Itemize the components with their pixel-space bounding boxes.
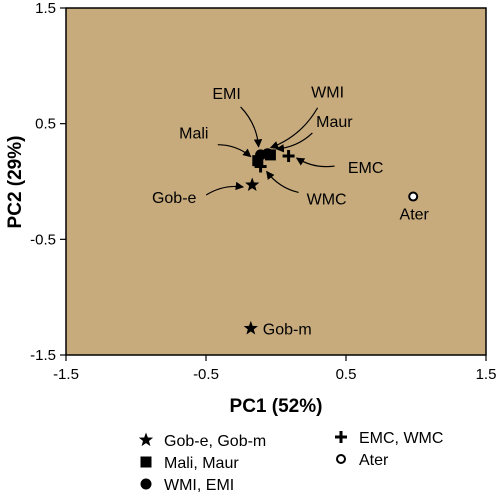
y-tick-label: 1.5	[35, 0, 56, 17]
x-tick-label: -0.5	[193, 366, 219, 383]
arrow-mali	[217, 144, 252, 158]
legend: Gob-e, Gob-m Mali, Maur WMI, EMI EMC, WMC At…	[138, 430, 443, 494]
x-tick-label: -1.5	[53, 366, 79, 383]
legend-label: Mali, Maur	[164, 455, 239, 472]
legend-marker-star	[138, 432, 154, 447]
x-tick-label: 0.5	[336, 366, 357, 383]
point-ater	[408, 191, 419, 202]
y-tick-label: 0.5	[35, 116, 56, 133]
legend-label: Gob-e, Gob-m	[164, 433, 266, 450]
arrow-emi	[240, 106, 263, 148]
point-label-gob-m: Gob-m	[263, 321, 312, 338]
point-label-maur: Maur	[316, 114, 353, 131]
legend-marker-circle	[140, 478, 152, 490]
arrow-wmi	[269, 107, 319, 150]
x-tick-label: 1.5	[476, 366, 497, 383]
x-axis-title: PC1 (52%)	[230, 396, 323, 417]
annotation-arrows	[205, 106, 335, 196]
point-label-emc: EMC	[348, 160, 384, 177]
point-mali	[252, 155, 264, 167]
y-tick-label: -1.5	[30, 347, 56, 364]
point-emc	[282, 150, 295, 163]
point-gob-m	[243, 320, 258, 335]
point-label-emi: EMI	[212, 86, 240, 103]
point-label-gob-e: Gob-e	[152, 190, 197, 207]
arrow-gob-e	[205, 181, 245, 196]
point-gob-e	[245, 177, 260, 192]
point-label-ater: Ater	[400, 207, 430, 224]
point-label-mali: Mali	[179, 126, 208, 143]
legend-marker-open-circle	[336, 454, 346, 464]
point-wmc	[254, 160, 267, 173]
legend-marker-plus	[335, 431, 347, 443]
y-axis-title: PC2 (29%)	[5, 136, 26, 229]
axis-ticks: -1.5 -0.5 0.5 1.5 -1.5 -0.5 0.5 1.5	[30, 0, 496, 383]
arrow-emc	[295, 157, 335, 168]
legend-label: WMI, EMI	[164, 477, 234, 493]
point-label-wmi: WMI	[311, 85, 344, 102]
legend-label: Ater	[359, 452, 389, 469]
point-label-wmc: WMC	[307, 191, 347, 208]
arrow-wmc	[266, 170, 299, 194]
y-tick-label: -0.5	[30, 231, 56, 248]
point-emi	[255, 149, 267, 161]
data-points	[243, 148, 419, 335]
legend-label: EMC, WMC	[359, 430, 443, 447]
arrow-maur	[275, 132, 313, 153]
legend-marker-square	[140, 456, 152, 468]
